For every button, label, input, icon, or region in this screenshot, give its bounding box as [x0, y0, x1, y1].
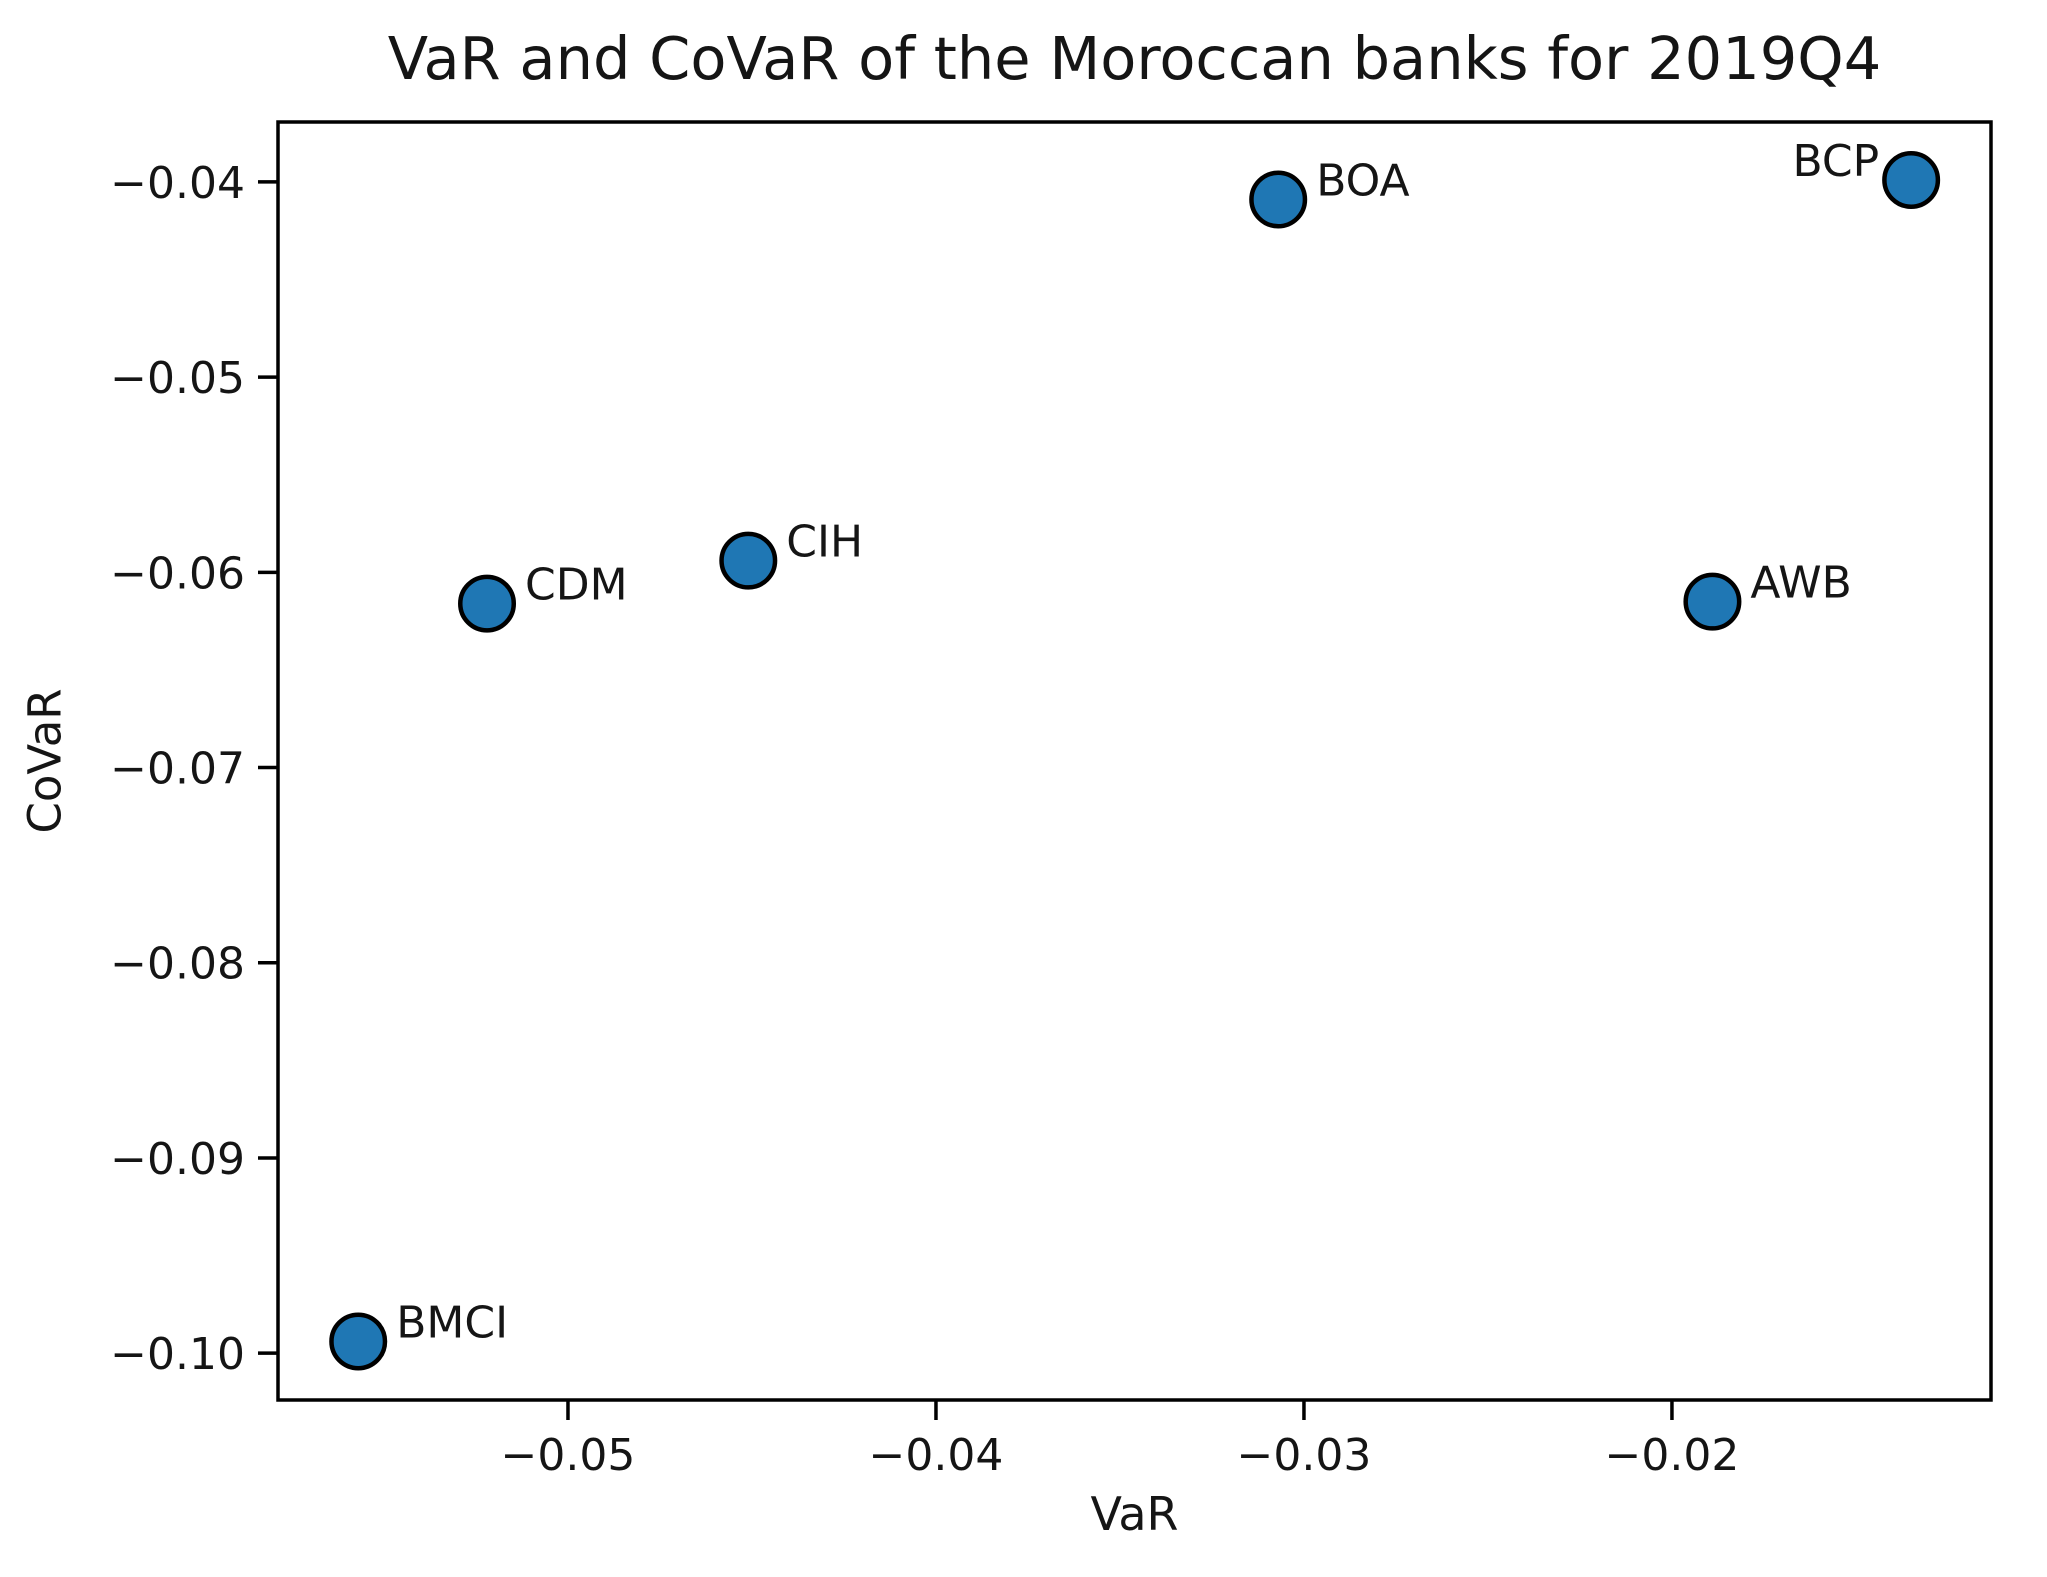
point-label-bmci: BMCI — [396, 1297, 508, 1348]
x-tick-label: −0.03 — [1237, 1430, 1372, 1481]
data-point-boa — [1249, 170, 1308, 229]
data-point-cdm — [458, 574, 517, 633]
y-tick-label: −0.09 — [110, 1134, 245, 1185]
plot-frame — [276, 120, 1993, 1402]
x-tick-label: −0.02 — [1605, 1430, 1740, 1481]
y-tick-label: −0.08 — [110, 939, 245, 990]
data-point-bcp — [1882, 150, 1941, 209]
data-point-awb — [1683, 572, 1742, 631]
x-axis-label: VaR — [1090, 1487, 1179, 1541]
x-tick-label: −0.04 — [869, 1430, 1004, 1481]
chart-title: VaR and CoVaR of the Moroccan banks for … — [387, 24, 1882, 93]
point-label-boa: BOA — [1316, 155, 1409, 206]
y-tick-label: −0.10 — [110, 1329, 245, 1380]
point-label-awb: AWB — [1750, 558, 1851, 609]
x-tick-label: −0.05 — [501, 1430, 636, 1481]
y-tick-label: −0.05 — [110, 353, 245, 404]
y-tick-label: −0.04 — [110, 158, 245, 209]
y-tick-label: −0.07 — [110, 744, 245, 795]
y-tick-label: −0.06 — [110, 548, 245, 599]
data-point-bmci — [329, 1312, 388, 1371]
y-axis-label: CoVaR — [18, 688, 72, 834]
point-label-cdm: CDM — [525, 560, 628, 611]
data-point-cih — [719, 531, 778, 590]
point-label-bcp: BCP — [1792, 136, 1879, 187]
point-label-cih: CIH — [786, 517, 863, 568]
